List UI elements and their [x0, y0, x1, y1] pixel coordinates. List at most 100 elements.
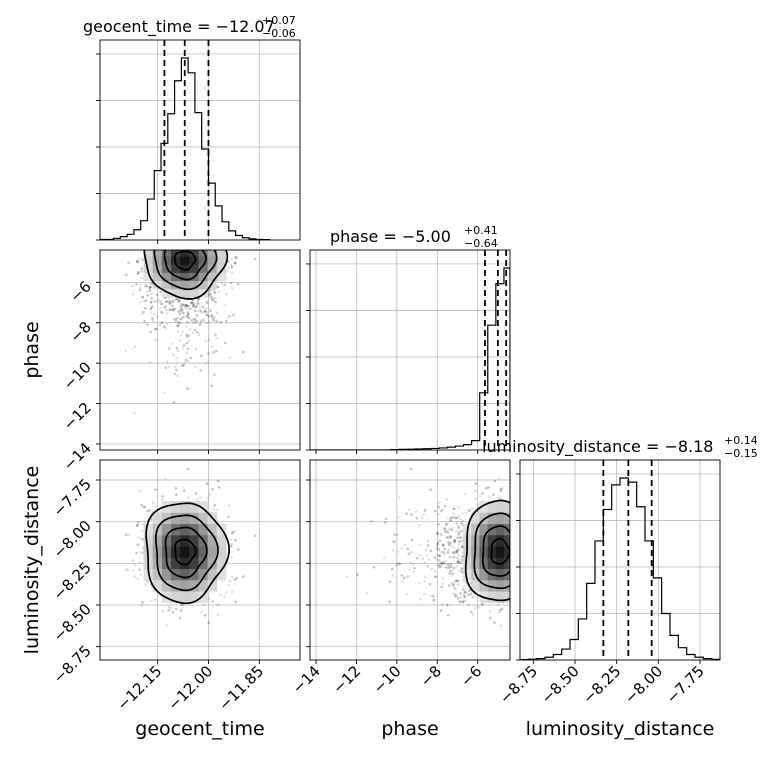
sample-point: [446, 517, 449, 520]
sample-point: [151, 317, 154, 320]
sample-point: [450, 565, 453, 569]
sample-point: [210, 384, 213, 388]
sample-point: [229, 544, 233, 548]
sample-point: [178, 300, 181, 304]
sample-point: [185, 341, 189, 345]
sample-point: [435, 558, 438, 561]
sample-point: [427, 558, 430, 561]
sample-point: [422, 513, 426, 516]
sample-point: [186, 334, 190, 338]
sample-point: [139, 283, 142, 287]
sample-point: [444, 530, 447, 534]
sample-point: [135, 551, 138, 555]
sample-point: [149, 311, 153, 314]
sample-point: [499, 496, 503, 500]
sample-point: [444, 566, 448, 569]
sample-point: [141, 600, 144, 604]
sample-point: [449, 535, 452, 538]
contour-level: [164, 526, 208, 579]
sample-point: [440, 565, 444, 568]
sample-point: [149, 285, 153, 289]
sample-point: [439, 550, 443, 554]
sample-point: [210, 314, 214, 317]
sample-point: [207, 621, 211, 624]
sample-point: [457, 554, 461, 557]
density-cell: [152, 272, 163, 282]
sample-point: [456, 597, 460, 600]
sample-point: [467, 603, 470, 607]
sample-point: [455, 565, 459, 569]
density-cell: [180, 240, 190, 249]
sample-point: [444, 529, 448, 532]
sample-point: [211, 298, 214, 302]
sample-point: [426, 565, 430, 568]
title-plus: +0.07: [262, 14, 296, 27]
sample-point: [232, 530, 235, 534]
sample-point: [227, 515, 230, 519]
sample-point: [457, 569, 461, 572]
sample-point: [457, 524, 461, 528]
sample-point: [182, 311, 185, 315]
sample-point: [493, 479, 497, 483]
sample-point: [176, 321, 180, 325]
sample-point: [186, 313, 190, 317]
sample-point: [210, 296, 214, 299]
sample-point: [186, 347, 190, 351]
sample-point: [194, 492, 198, 495]
sample-point: [460, 545, 464, 548]
sample-point: [176, 324, 180, 327]
sample-point: [181, 364, 184, 368]
sample-point: [138, 568, 141, 572]
sample-point: [148, 286, 151, 290]
sample-point: [185, 304, 188, 307]
sample-point: [176, 324, 180, 327]
sample-point: [204, 339, 208, 343]
sample-point: [448, 543, 451, 547]
sample-point: [148, 285, 152, 289]
sample-point: [211, 316, 215, 320]
sample-point: [455, 530, 458, 533]
sample-point: [481, 602, 484, 606]
sample-point: [181, 311, 184, 314]
sample-point: [448, 572, 452, 575]
histogram-panel-phase: [306, 249, 511, 451]
sample-point: [443, 504, 447, 508]
sample-point: [460, 570, 464, 574]
sample-point: [365, 591, 369, 595]
density-cell: [161, 534, 172, 547]
sample-point: [211, 487, 214, 491]
sample-point: [448, 566, 451, 569]
contours: [145, 502, 230, 605]
sample-point: [406, 547, 410, 551]
sample-point: [205, 300, 208, 303]
sample-point: [393, 540, 396, 543]
sample-point: [146, 323, 149, 327]
sample-point: [214, 334, 217, 337]
sample-point: [451, 507, 455, 511]
sample-point: [196, 331, 199, 334]
sample-point: [493, 621, 496, 624]
sample-point: [159, 290, 162, 294]
sample-point: [175, 493, 178, 497]
sample-point: [168, 301, 171, 304]
sample-point: [457, 505, 461, 509]
sample-point: [168, 301, 172, 305]
density-cell: [198, 272, 209, 282]
density-cell: [189, 280, 199, 290]
sample-point: [136, 524, 139, 527]
sample-point: [453, 551, 457, 554]
sample-point: [183, 361, 186, 364]
sample-point: [195, 303, 199, 307]
sample-point: [434, 575, 437, 579]
sample-point: [148, 361, 152, 364]
sample-point: [189, 301, 193, 305]
sample-point: [154, 327, 157, 331]
sample-point: [206, 313, 209, 317]
sample-point: [183, 304, 186, 307]
sample-point: [453, 540, 456, 544]
sample-point: [199, 320, 203, 323]
density-cell: [152, 256, 163, 265]
density-cell: [180, 288, 190, 298]
sample-point: [149, 285, 153, 289]
sample-point: [409, 561, 412, 564]
